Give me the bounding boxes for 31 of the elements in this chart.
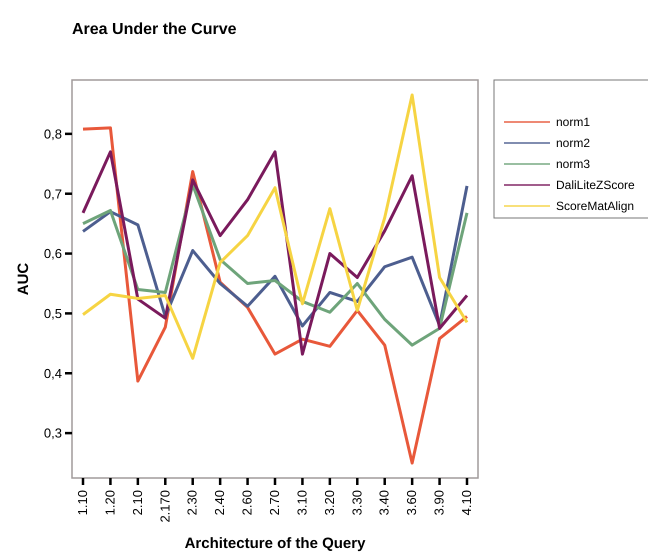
x-tick-label: 3.40 — [376, 490, 392, 516]
x-tick-label: 2.60 — [240, 490, 255, 516]
y-tick-label: 0,4 — [44, 366, 62, 381]
y-tick-label: 0,8 — [44, 126, 62, 142]
line-series — [82, 150, 468, 356]
y-tick-label: 0,7 — [44, 186, 62, 202]
legend-label: DaliLiteZScore — [556, 178, 636, 192]
x-tick-label: 2.30 — [184, 490, 200, 516]
legend-label: norm3 — [556, 157, 590, 172]
x-tick-label: 3.90 — [432, 490, 447, 516]
x-tick-label: 2.40 — [212, 490, 228, 516]
y-tick-label: 0,3 — [44, 426, 62, 441]
x-tick-label: 3.20 — [322, 490, 337, 516]
x-tick-label: 4.10 — [459, 490, 474, 516]
x-tick-label: 2.10 — [130, 490, 145, 516]
x-tick-label: 1.20 — [102, 490, 118, 516]
x-tick-label: 1.10 — [75, 490, 90, 516]
x-axis-title: Architecture of the Query — [184, 535, 366, 552]
chart-title: Area Under the Curve — [72, 21, 237, 38]
x-tick-label: 3.10 — [294, 490, 310, 516]
legend-label: ScoreMatAlign — [556, 199, 634, 214]
y-tick-label: 0,6 — [44, 246, 62, 262]
legend-label: norm1 — [556, 115, 590, 130]
x-tick-label: 2.70 — [267, 490, 282, 516]
x-tick-label: 3.60 — [404, 490, 420, 516]
y-tick-label: 0,5 — [44, 306, 62, 321]
y-axis-title: AUC — [15, 262, 32, 296]
x-tick-label: 3.30 — [349, 490, 364, 516]
x-tick-label: 2.170 — [157, 490, 172, 523]
line-series — [82, 93, 468, 360]
legend-label: norm2 — [556, 136, 590, 150]
